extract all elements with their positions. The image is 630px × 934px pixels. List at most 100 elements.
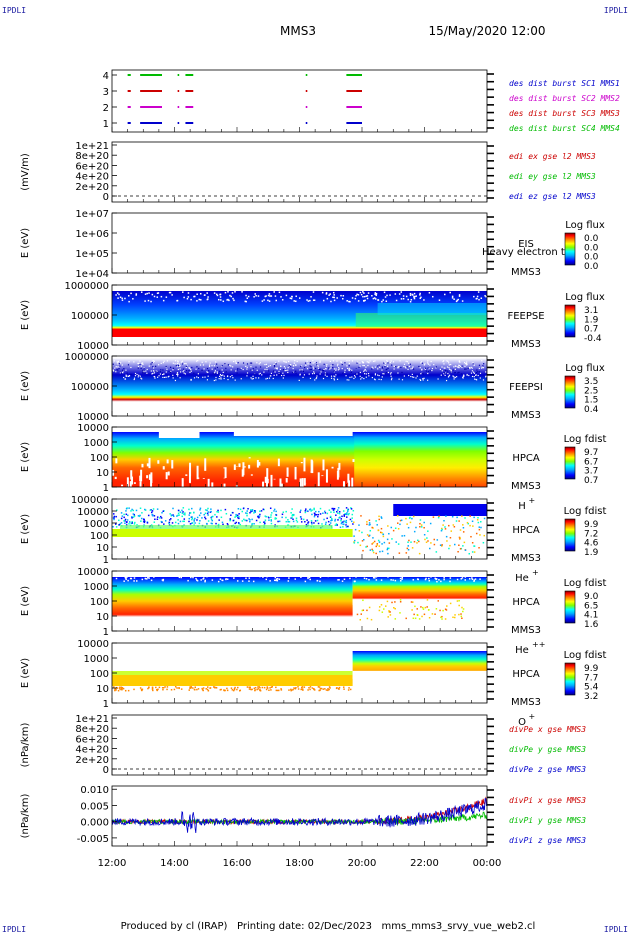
o-pixel [239, 689, 242, 692]
feepsi-gap-pixel [258, 363, 260, 365]
he1-late-pixel [444, 526, 446, 528]
feepsi-gap-pixel [163, 373, 165, 375]
hpca-h-gap [112, 469, 115, 476]
species-charge: + [529, 496, 536, 505]
he2-late-pixel [462, 610, 464, 613]
feepsi-sparse-pixel [151, 362, 153, 364]
feepsi-gap-pixel [279, 368, 281, 370]
he2-gap [401, 576, 404, 579]
hpca-h-gap [270, 474, 273, 489]
he2-gap [225, 578, 227, 581]
he2-gap [394, 575, 396, 578]
he2-gap [308, 576, 311, 579]
he1-pixel [342, 526, 344, 528]
feepsi-gap-pixel [383, 361, 386, 363]
he1-pixel [182, 507, 185, 509]
feepsi-gap-pixel [116, 361, 118, 363]
feepse-gap-pixel [246, 297, 249, 299]
feepsi-gap-pixel [201, 361, 203, 363]
he1-pixel [126, 519, 129, 521]
feepsi-gap-pixel [330, 375, 333, 377]
feepsi-gap-pixel [377, 368, 379, 370]
feepse-gap-pixel [355, 294, 357, 297]
feepsi-gap-pixel [348, 367, 350, 369]
he1-pixel [250, 510, 252, 513]
feepsi-sparse-pixel [175, 365, 177, 367]
feepsi-gap-pixel [307, 363, 309, 365]
he1-late-pixel [397, 528, 400, 530]
hpca-h-gap [196, 465, 199, 480]
feepsi-sparse-pixel [139, 363, 141, 366]
feepsi-gap-pixel [185, 362, 187, 365]
he1-pixel [315, 513, 318, 516]
o-pixel [269, 687, 271, 689]
feepsi-sparse-pixel [237, 369, 239, 371]
he2-gap [307, 577, 309, 580]
feepse-gap-pixel [267, 299, 269, 302]
he1-pixel [153, 521, 156, 523]
he1-pixel [134, 521, 136, 524]
feepsi-gap-pixel [179, 377, 181, 379]
hpca-h-gap [223, 483, 226, 497]
feepsi-gap-pixel [346, 379, 348, 381]
he1-pixel [143, 521, 146, 524]
he1-pixel [328, 524, 331, 526]
feepsi-gap-pixel [450, 369, 452, 371]
feepse-gap-pixel [224, 291, 227, 294]
o-pixel [156, 689, 159, 692]
he1-pixel [310, 521, 313, 524]
feepsi-gap-pixel [150, 370, 152, 372]
he1-pixel [189, 512, 192, 514]
he1-pixel [343, 515, 346, 517]
y-tick-label: 1e+04 [75, 269, 109, 280]
he1-late-pixel [462, 531, 465, 533]
he1-late-pixel [471, 551, 474, 553]
hpca-h-gap [321, 475, 324, 477]
he1-pixel [120, 522, 123, 524]
he1-late-pixel [359, 544, 362, 547]
feepse-gap-pixel [330, 300, 332, 303]
he2-gap [248, 577, 251, 579]
feepsi-gap-pixel [259, 372, 261, 374]
he2-late-pixel [394, 601, 396, 603]
hpca-h-gap [146, 463, 149, 467]
he1-pixel [347, 510, 349, 512]
feepsi-sparse-pixel [201, 369, 203, 371]
feepse-gap-pixel [190, 298, 192, 301]
burst-interval-mark [185, 74, 194, 76]
he1-pixel [311, 513, 313, 516]
feepse-gap-pixel [328, 294, 330, 296]
hpca-h-gap [148, 457, 151, 469]
he2-gap [174, 575, 177, 577]
feepse-gap-pixel [476, 297, 478, 300]
feepsi-sparse-pixel [328, 367, 330, 369]
feepsi-gap-pixel [179, 371, 182, 373]
he1-late-pixel [419, 519, 422, 521]
he2-gap [474, 578, 477, 580]
feepse-gap-pixel [264, 295, 266, 298]
he1-pixel [177, 519, 179, 521]
feepsi-sparse-pixel [384, 366, 386, 368]
feepse-gap-pixel [342, 295, 345, 297]
hpca-h-gap [146, 475, 149, 479]
y-axis-label: E (eV) [20, 586, 31, 616]
feepsi-gap-pixel [190, 378, 192, 381]
hpca-h-gap [150, 479, 153, 481]
footer-text: Produced by cl (IRAP) Printing date: 02/… [121, 921, 536, 932]
feepsi-gap-pixel [118, 366, 120, 368]
feepsi-gap-pixel [193, 377, 196, 379]
feepsi-gap-pixel [204, 376, 206, 378]
he1-pixel [314, 520, 317, 522]
he1-pixel [230, 514, 232, 516]
feepsi-gap-pixel [126, 375, 128, 377]
o-pixel [320, 687, 323, 690]
feepsi-sparse-pixel [273, 366, 276, 368]
feepsi-sparse-pixel [143, 368, 145, 370]
he1-late-pixel [376, 524, 378, 526]
he1-pixel [335, 510, 338, 513]
feepsi-sparse-pixel [385, 371, 387, 374]
feepsi-gap-pixel [146, 372, 148, 374]
colorbar-title: Log fdist [564, 578, 607, 589]
feepsi-gap-pixel [380, 379, 382, 381]
feepse-gap-pixel [146, 292, 148, 295]
